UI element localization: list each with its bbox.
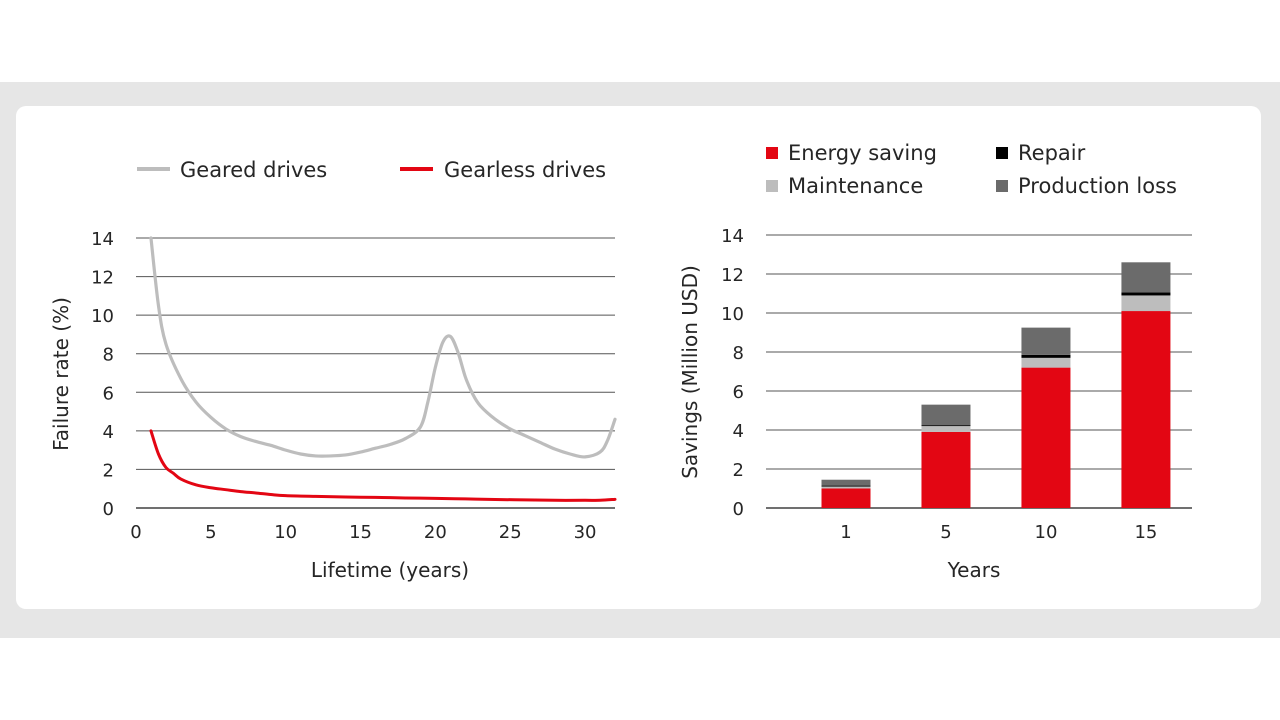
line-chart-x-tick-label: 10 <box>274 522 297 543</box>
line-chart-y-axis-title: Failure rate (%) <box>49 297 73 451</box>
legend-swatch-energy-saving <box>766 147 778 159</box>
legend-swatch-maintenance <box>766 180 778 192</box>
bar-chart-y-tick-label: 8 <box>733 343 744 364</box>
line-chart-x-tick-label: 0 <box>130 522 141 543</box>
bar-chart-y-ticks: 0 2 4 6 8 10 12 14 <box>721 226 744 520</box>
failure-rate-chart: Geared drives Gearless drives 0 2 4 6 8 10 12 1… <box>49 158 617 582</box>
line-chart-x-axis-title: Lifetime (years) <box>311 558 469 582</box>
bar-segment-production-loss <box>821 479 871 486</box>
bar-segment-repair <box>1021 354 1071 358</box>
legend-swatch-repair <box>996 147 1008 159</box>
line-chart-y-tick-label: 14 <box>91 229 114 250</box>
bar-legend: Energy saving Repair Maintenance Product… <box>766 141 1177 198</box>
line-chart-x-tick-label: 25 <box>499 522 522 543</box>
bar-chart-x-axis-title: Years <box>947 558 1001 582</box>
line-chart-y-ticks: 0 2 4 6 8 10 12 14 <box>91 229 114 520</box>
bar-segment-maintenance <box>1121 295 1171 312</box>
legend-label-gearless: Gearless drives <box>444 158 606 182</box>
line-chart-y-tick-label: 10 <box>91 306 114 327</box>
line-chart-x-tick-label: 20 <box>424 522 447 543</box>
bar-chart-x-ticks: 1 5 10 15 <box>840 522 1157 543</box>
legend-label-geared: Geared drives <box>180 158 327 182</box>
line-chart-gridlines <box>136 237 615 509</box>
line-chart-y-tick-label: 8 <box>103 345 114 366</box>
bar-chart-bars <box>821 262 1171 508</box>
bar-chart-x-tick-label: 5 <box>940 522 951 543</box>
line-chart-y-tick-label: 12 <box>91 268 114 289</box>
bar-chart-y-tick-label: 4 <box>733 421 744 442</box>
line-chart-series <box>149 236 617 502</box>
bar-chart-y-tick-label: 10 <box>721 304 744 325</box>
bar-chart-x-tick-label: 15 <box>1134 522 1157 543</box>
bar-chart-x-tick-label: 10 <box>1035 522 1058 543</box>
bar-chart-y-tick-label: 0 <box>733 499 744 520</box>
line-chart-y-tick-label: 4 <box>103 422 114 443</box>
bar-segment-maintenance <box>821 486 871 489</box>
bar-segment-production-loss <box>921 404 971 426</box>
bar-segment-production-loss <box>1021 327 1071 355</box>
bar-chart-y-tick-label: 12 <box>721 265 744 286</box>
line-chart-y-tick-label: 2 <box>103 460 114 481</box>
legend-label-maintenance: Maintenance <box>788 174 923 198</box>
bar-segment-energy-saving <box>1021 367 1071 508</box>
bar-chart-x-tick-label: 1 <box>840 522 851 543</box>
geared-drives-line <box>149 236 617 459</box>
bar-segment-repair <box>921 425 971 427</box>
bar-segment-production-loss <box>1121 262 1171 293</box>
bar-segment-energy-saving <box>921 431 971 508</box>
bar-segment-repair <box>821 485 871 487</box>
bar-segment-energy-saving <box>1121 311 1171 508</box>
line-legend: Geared drives Gearless drives <box>137 158 606 182</box>
legend-label-repair: Repair <box>1018 141 1086 165</box>
line-chart-x-tick-label: 15 <box>349 522 372 543</box>
bar-chart-y-axis-title: Savings (Million USD) <box>678 265 702 479</box>
savings-chart: Energy saving Repair Maintenance Product… <box>678 141 1192 582</box>
bar-chart-y-tick-label: 2 <box>733 460 744 481</box>
gearless-drives-line <box>149 429 617 502</box>
bar-segment-maintenance <box>1021 357 1071 368</box>
bar-chart-y-tick-label: 14 <box>721 226 744 247</box>
bar-segment-maintenance <box>921 426 971 432</box>
line-chart-y-tick-label: 0 <box>103 499 114 520</box>
line-chart-x-tick-label: 5 <box>205 522 216 543</box>
bar-chart-y-tick-label: 6 <box>733 382 744 403</box>
line-chart-y-tick-label: 6 <box>103 383 114 404</box>
legend-label-energy-saving: Energy saving <box>788 141 937 165</box>
legend-label-production-loss: Production loss <box>1018 174 1177 198</box>
line-chart-x-ticks: 0 5 10 15 20 25 30 <box>130 522 596 543</box>
legend-swatch-production-loss <box>996 180 1008 192</box>
bar-segment-repair <box>1121 292 1171 296</box>
bar-segment-energy-saving <box>821 488 871 508</box>
line-chart-x-tick-label: 30 <box>574 522 597 543</box>
